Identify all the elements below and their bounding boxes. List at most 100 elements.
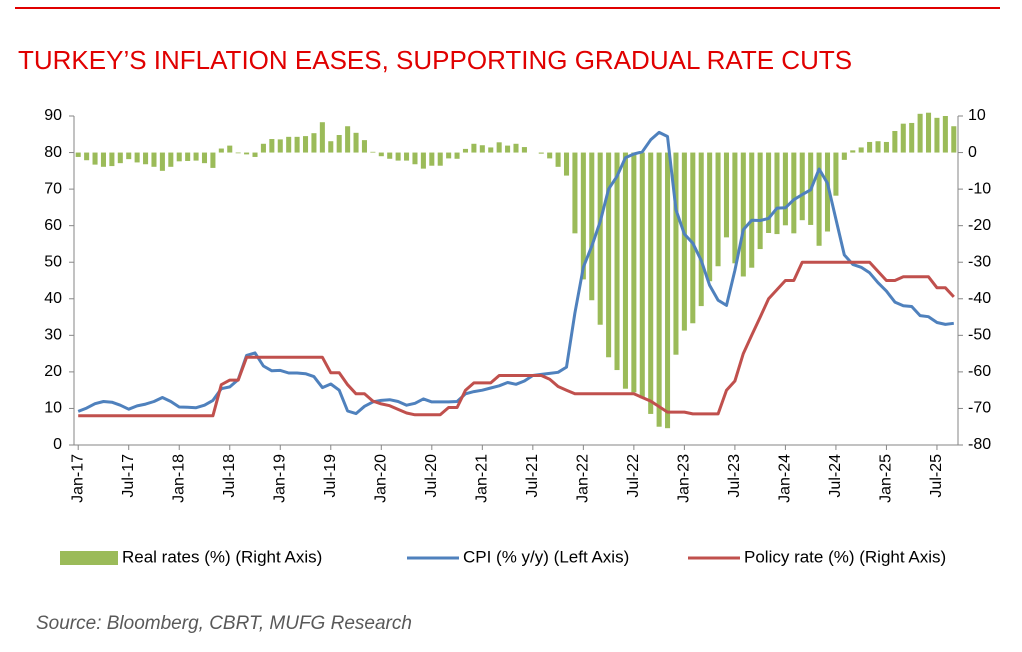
bar [917,113,923,153]
bar [892,130,898,153]
y2-tick-label: 10 [968,107,986,124]
y-tick-label: 60 [44,217,62,234]
bar [302,136,309,153]
bar [294,136,300,153]
bar [867,141,873,153]
x-tick-label: Jan-25 [878,454,895,503]
x-tick-label: Jul-24 [827,454,844,498]
x-tick-label: Jul-20 [423,454,440,498]
bar [134,152,140,163]
bar [336,135,342,153]
x-tick-label: Jul-21 [524,454,541,498]
bar [850,150,856,153]
bar [766,152,772,233]
y2-tick-label: -20 [968,217,991,234]
y2-tick-label: -60 [968,363,991,380]
bar [387,152,393,159]
legend-swatch [60,551,118,565]
x-tick-label: Jan-18 [170,454,187,503]
bar [723,152,730,238]
y-tick-label: 90 [44,107,62,124]
y2-tick-label: -80 [968,436,991,453]
bar [656,152,662,427]
bar [404,152,410,161]
x-tick-label: Jan-23 [676,454,693,503]
x-tick-label: Jul-19 [322,454,339,498]
y-tick-label: 40 [44,290,62,307]
bar [361,140,367,153]
bar [673,152,679,355]
bar [513,143,519,153]
bar [92,152,98,165]
bar [185,152,191,161]
bar [126,152,132,160]
bar [698,152,704,307]
bar [841,152,847,160]
bar [345,126,351,153]
source: Source: Bloomberg, CBRT, MUFG Research [36,613,412,634]
bar [201,152,208,164]
y2-tick-label: -50 [968,327,991,344]
bar [715,152,721,267]
legend-label: CPI (% y/y) (Left Axis) [463,547,629,566]
bar [732,152,738,264]
bar [665,152,671,429]
bar [597,152,603,325]
bar [521,147,527,153]
bar [100,152,106,167]
bar [227,145,233,153]
x-tick-label: Jul-17 [120,454,137,498]
bar [117,152,123,164]
bar [707,152,713,282]
bar [791,152,797,234]
y-tick-label: 70 [44,180,62,197]
bar [488,147,494,153]
x-tick-label: Jul-25 [928,454,945,498]
y2-tick-label: -30 [968,253,991,270]
bar [193,152,199,161]
bar [471,143,477,153]
bar [462,148,469,153]
bar [606,152,612,358]
bar [143,152,149,165]
bar [84,152,90,161]
bar [75,152,81,157]
bar [538,152,544,154]
bar [311,133,317,153]
bar [690,152,696,324]
bar [319,122,325,153]
bar [420,152,426,169]
y-tick-label: 20 [44,363,62,380]
legend-label: Real rates (%) (Right Axis) [122,547,322,566]
bar [269,139,275,153]
bar [496,142,502,153]
chart-title: TURKEY’S INFLATION EASES, SUPPORTING GRA… [18,45,852,75]
bar [681,152,687,331]
bar [151,152,157,167]
bar [749,152,755,268]
bar [412,152,418,165]
bar [833,152,839,196]
y2-tick-label: -70 [968,400,991,417]
bar [614,152,620,371]
bar [244,152,250,155]
bar [378,152,384,157]
bar [824,152,831,232]
bar [900,123,906,153]
bar [816,152,822,246]
bar [589,152,595,301]
bar [395,152,401,161]
bar [252,152,258,157]
bar [563,152,570,176]
legend-label: Policy rate (%) (Right Axis) [744,547,946,566]
line [78,260,955,418]
bar [909,122,915,153]
x-tick-label: Jan-20 [373,454,390,503]
bar [328,141,334,153]
bar [210,152,216,168]
bar [176,152,182,162]
y2-tick-label: -40 [968,290,991,307]
bar [159,152,165,171]
y-tick-label: 10 [44,400,62,417]
